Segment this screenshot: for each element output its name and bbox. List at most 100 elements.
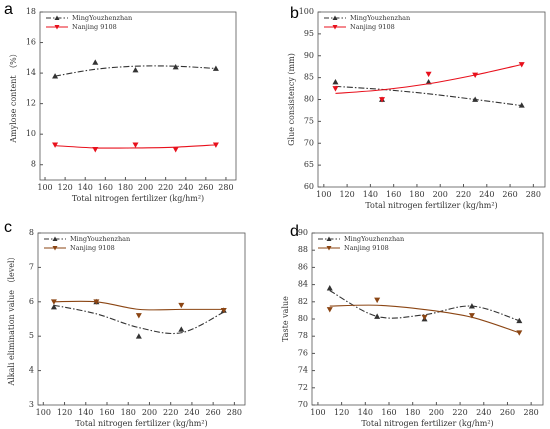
data-point: [172, 63, 179, 70]
x-tick-label: 200: [429, 408, 444, 417]
x-tick-label: 220: [158, 183, 173, 192]
y-tick-label: 7: [29, 262, 34, 271]
x-tick-label: 240: [476, 408, 491, 417]
data-point: [135, 313, 142, 319]
x-tick-label: 140: [78, 183, 93, 192]
x-tick-label: 280: [227, 408, 242, 417]
x-tick-label: 100: [36, 408, 51, 417]
y-tick-label: 12: [26, 99, 36, 108]
data-point: [132, 67, 139, 73]
y-tick-label: 4: [29, 366, 34, 375]
x-tick-label: 280: [526, 190, 541, 199]
data-point: [92, 59, 99, 65]
data-point: [50, 303, 57, 310]
y-tick-label: 80: [298, 314, 308, 323]
x-axis-label: Total nitrogen fertilizer (kg/hm²): [361, 419, 493, 428]
x-tick-label: 100: [310, 408, 325, 417]
data-point: [472, 72, 479, 78]
x-tick-label: 260: [198, 183, 213, 192]
fit-curve: [54, 65, 216, 77]
data-point: [518, 102, 525, 108]
y-tick-label: 3: [29, 400, 34, 409]
plot-frame: [39, 11, 237, 181]
data-point: [50, 299, 57, 305]
legend-label: Nanjing 9108: [350, 23, 395, 31]
legend-label: Nanjing 9108: [72, 23, 117, 31]
x-tick-label: 240: [479, 190, 494, 199]
legend-marker: [326, 236, 332, 241]
legend-marker: [54, 25, 60, 30]
legend-marker: [52, 246, 58, 251]
x-tick-label: 200: [142, 408, 157, 417]
panel-label: a: [4, 1, 13, 18]
data-point: [220, 308, 227, 314]
fit-curve: [335, 63, 522, 94]
x-axis-label: Total nitrogen fertilizer (kg/hm²): [365, 201, 497, 210]
x-axis-label: Total nitrogen fertilizer (kg/hm²): [75, 419, 207, 428]
x-tick-label: 220: [163, 408, 178, 417]
x-tick-label: 240: [178, 183, 193, 192]
legend-marker: [326, 246, 332, 251]
y-tick-label: 65: [304, 160, 314, 169]
data-point: [332, 86, 339, 92]
fit-curve: [53, 300, 224, 311]
x-tick-label: 140: [78, 408, 93, 417]
x-tick-label: 120: [339, 190, 354, 199]
data-point: [374, 313, 381, 319]
y-tick-label: 84: [298, 280, 308, 289]
legend-label: MingYouzhenzhan: [344, 235, 404, 243]
data-point: [52, 73, 59, 79]
fit-curve: [55, 144, 216, 149]
plot-frame: [317, 11, 546, 188]
y-axis-label: Taste value: [281, 296, 290, 342]
x-tick-label: 160: [381, 408, 396, 417]
data-point: [212, 65, 219, 71]
x-tick-label: 180: [118, 183, 133, 192]
fit-curve: [335, 85, 522, 107]
y-tick-label: 95: [304, 29, 314, 38]
y-tick-label: 90: [298, 228, 308, 237]
data-point: [518, 62, 525, 68]
plot-frame: [37, 232, 246, 406]
data-point: [92, 147, 99, 153]
y-tick-label: 78: [298, 331, 308, 340]
data-point: [379, 97, 386, 103]
y-tick-label: 60: [304, 182, 314, 191]
data-point: [135, 333, 142, 339]
y-tick-label: 82: [298, 297, 308, 306]
y-tick-label: 90: [304, 51, 314, 60]
fit-curve: [329, 290, 520, 322]
data-point: [425, 71, 432, 78]
x-tick-label: 220: [456, 190, 471, 199]
data-point: [212, 142, 219, 148]
data-point: [516, 317, 523, 324]
y-tick-label: 18: [26, 7, 36, 16]
x-tick-label: 140: [358, 408, 373, 417]
fit-curve: [329, 304, 520, 334]
x-tick-label: 240: [184, 408, 199, 417]
data-point: [326, 285, 333, 291]
panel-label: d: [290, 223, 299, 240]
y-tick-label: 6: [29, 297, 34, 306]
data-point: [132, 142, 139, 148]
data-point: [421, 314, 428, 321]
y-tick-label: 75: [304, 116, 314, 125]
x-tick-label: 200: [138, 183, 153, 192]
x-tick-label: 180: [409, 190, 424, 199]
legend-marker: [332, 15, 338, 20]
y-tick-label: 8: [31, 160, 36, 169]
x-tick-label: 200: [433, 190, 448, 199]
x-tick-label: 260: [502, 190, 517, 199]
x-tick-label: 140: [363, 190, 378, 199]
y-tick-label: 10: [26, 129, 36, 138]
y-tick-label: 74: [298, 366, 308, 375]
plot-frame: [311, 232, 544, 406]
x-tick-label: 160: [98, 183, 113, 192]
y-tick-label: 76: [298, 348, 308, 357]
data-point: [178, 302, 185, 309]
data-point: [178, 326, 185, 332]
y-axis-label: Glue consistency (mm): [287, 53, 296, 146]
y-tick-label: 16: [26, 38, 36, 47]
legend-marker: [332, 25, 338, 30]
